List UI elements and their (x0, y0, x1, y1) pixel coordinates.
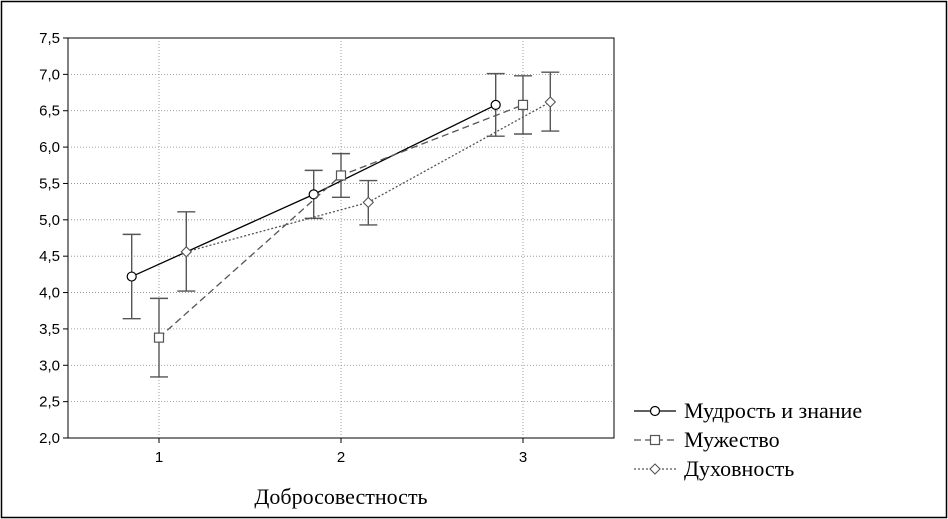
legend-label: Мужество (684, 427, 780, 452)
y-tick-label: 7,0 (39, 66, 60, 83)
legend: Мудрость и знание Мужество Духовность (634, 398, 862, 481)
x-tick-label: 1 (155, 449, 163, 466)
data-point-square (335, 170, 347, 181)
y-tick-label: 5,0 (39, 212, 60, 229)
legend-marker-diamond (649, 463, 661, 475)
y-axis: 2,0 2,5 3,0 3,5 4,0 4,5 5,0 5,5 6,0 6,5 7,0 7,5 (39, 30, 68, 447)
legend-marker-square (649, 434, 661, 446)
y-tick-label: 4,5 (39, 248, 60, 265)
y-tick-label: 2,0 (39, 430, 60, 447)
data-point-diamond (180, 246, 193, 258)
data-point-square (153, 332, 165, 343)
data-point-diamond (362, 196, 375, 209)
legend-marker-circle (649, 405, 661, 417)
y-tick-label: 2,5 (39, 394, 60, 411)
series-diamond (177, 71, 560, 292)
data-point-circle (490, 99, 501, 111)
y-tick-label: 6,0 (39, 139, 60, 156)
legend-item: Духовность (634, 456, 794, 481)
series-circle (122, 72, 505, 320)
series-layer (122, 71, 560, 378)
data-point-diamond (544, 96, 557, 108)
y-tick-label: 7,5 (39, 30, 60, 47)
x-tick-label: 3 (519, 449, 527, 466)
y-tick-label: 3,0 (39, 357, 60, 374)
legend-item: Мужество (634, 427, 780, 452)
y-tick-label: 5,5 (39, 175, 60, 192)
x-tick-label: 2 (337, 449, 345, 466)
y-tick-label: 4,0 (39, 285, 60, 302)
legend-label: Мудрость и знание (684, 398, 862, 423)
x-axis-title: Добросовестность (254, 484, 427, 509)
y-tick-label: 6,5 (39, 103, 60, 120)
data-point-circle (126, 271, 137, 282)
series-square (150, 75, 532, 378)
x-axis: 1 2 3 (155, 438, 527, 466)
data-point-circle (308, 189, 319, 200)
legend-label: Духовность (684, 456, 794, 481)
data-point-square (517, 99, 529, 111)
legend-item: Мудрость и знание (634, 398, 862, 423)
y-tick-label: 3,5 (39, 321, 60, 338)
